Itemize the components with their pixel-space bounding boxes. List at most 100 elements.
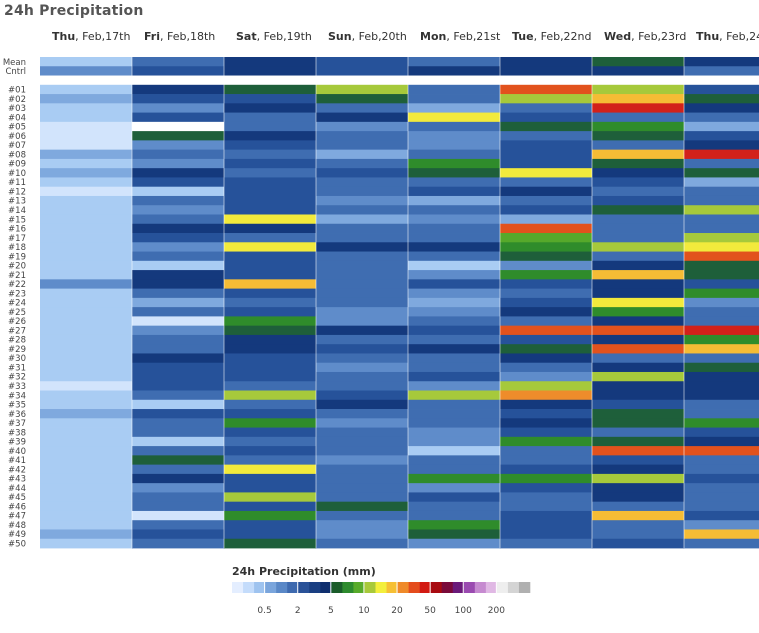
heatmap-cell	[408, 334, 500, 345]
heatmap-cell	[316, 297, 408, 308]
heatmap-cell	[316, 260, 408, 271]
heatmap-cell	[224, 418, 316, 428]
heatmap-cell	[408, 409, 500, 419]
heatmap-cell	[684, 492, 759, 503]
colorbar-swatch	[265, 582, 277, 593]
heatmap-cell	[40, 353, 132, 364]
heatmap-cell	[132, 233, 224, 243]
heatmap-cell	[224, 66, 316, 76]
heatmap-cell	[224, 399, 316, 410]
colorbar-swatch	[320, 582, 332, 593]
heatmap-cell	[316, 483, 408, 493]
heatmap-cell	[408, 84, 500, 95]
heatmap-cell	[224, 390, 316, 401]
heatmap-cell	[684, 177, 759, 188]
heatmap-cell	[592, 538, 684, 549]
heatmap-cell	[408, 399, 500, 410]
column-header: Tue, Feb,22nd	[512, 30, 592, 43]
heatmap-cell	[132, 307, 224, 317]
heatmap-cell	[592, 131, 684, 141]
heatmap-cell	[316, 270, 408, 280]
heatmap-cell	[316, 501, 408, 512]
heatmap-cell	[224, 538, 316, 549]
heatmap-cell	[40, 260, 132, 271]
heatmap-cell	[132, 334, 224, 345]
heatmap-cell	[684, 66, 759, 76]
heatmap-cell	[592, 158, 684, 169]
heatmap-cell	[132, 177, 224, 188]
heatmap-cell	[224, 473, 316, 484]
colorbar-tick-label: 2	[295, 606, 301, 616]
row-label: #44	[8, 484, 26, 494]
heatmap-cell	[40, 344, 132, 354]
heatmap-cell	[224, 427, 316, 438]
heatmap-cell	[684, 464, 759, 475]
row-label: #34	[8, 391, 26, 401]
heatmap-cell	[40, 390, 132, 401]
heatmap-cell	[40, 520, 132, 530]
heatmap-cell	[40, 464, 132, 475]
heatmap-cell	[40, 436, 132, 447]
heatmap-cell	[132, 242, 224, 252]
heatmap-cell	[684, 270, 759, 280]
heatmap-cell	[132, 94, 224, 104]
chart-title: 24h Precipitation	[4, 3, 144, 19]
heatmap-cell	[40, 334, 132, 345]
heatmap-cell	[500, 195, 592, 206]
heatmap-cell	[224, 140, 316, 151]
heatmap-cell	[316, 279, 408, 290]
heatmap-cell	[500, 446, 592, 456]
heatmap-cell	[316, 362, 408, 373]
heatmap-cell	[684, 381, 759, 391]
heatmap-cell	[592, 353, 684, 364]
heatmap-cell	[316, 520, 408, 530]
heatmap-cell	[316, 353, 408, 364]
heatmap-cell	[684, 158, 759, 169]
heatmap-cell	[500, 362, 592, 373]
heatmap-cell	[684, 344, 759, 354]
heatmap-cell	[408, 270, 500, 280]
heatmap-cell	[408, 57, 500, 67]
heatmap-cell	[40, 270, 132, 280]
heatmap-cell	[132, 492, 224, 503]
heatmap-cell	[316, 149, 408, 160]
heatmap-cell	[408, 492, 500, 503]
row-label: #23	[8, 289, 26, 299]
heatmap-cell	[500, 510, 592, 521]
heatmap-cell	[40, 538, 132, 549]
heatmap-cell	[40, 455, 132, 466]
heatmap-cell	[40, 409, 132, 419]
heatmap-cell	[40, 316, 132, 327]
row-label: #22	[8, 280, 26, 290]
heatmap-cell	[684, 409, 759, 419]
heatmap-cell	[684, 501, 759, 512]
heatmap-cell	[408, 205, 500, 215]
heatmap-cell	[592, 75, 684, 86]
heatmap-cell	[316, 436, 408, 447]
heatmap-cell	[40, 186, 132, 197]
heatmap-cell	[224, 195, 316, 206]
heatmap-cell	[224, 177, 316, 188]
heatmap-cell	[408, 501, 500, 512]
heatmap-cell	[500, 501, 592, 512]
heatmap-cell	[500, 242, 592, 252]
heatmap-cell	[408, 307, 500, 317]
colorbar-swatch	[243, 582, 255, 593]
heatmap-cell	[224, 455, 316, 466]
heatmap-cell	[408, 158, 500, 169]
heatmap-cell	[408, 483, 500, 493]
row-label: #49	[8, 530, 26, 540]
colorbar-swatch	[452, 582, 465, 593]
heatmap-cell	[684, 436, 759, 447]
heatmap-cell	[132, 251, 224, 262]
row-label: #48	[8, 521, 26, 531]
row-label: #28	[8, 336, 26, 346]
heatmap-cell	[592, 455, 684, 466]
heatmap-cell	[316, 214, 408, 225]
heatmap-cell	[500, 334, 592, 345]
row-label: #25	[8, 308, 26, 318]
heatmap-cell	[40, 288, 132, 299]
heatmap-cell	[40, 223, 132, 234]
heatmap-cell	[224, 260, 316, 271]
